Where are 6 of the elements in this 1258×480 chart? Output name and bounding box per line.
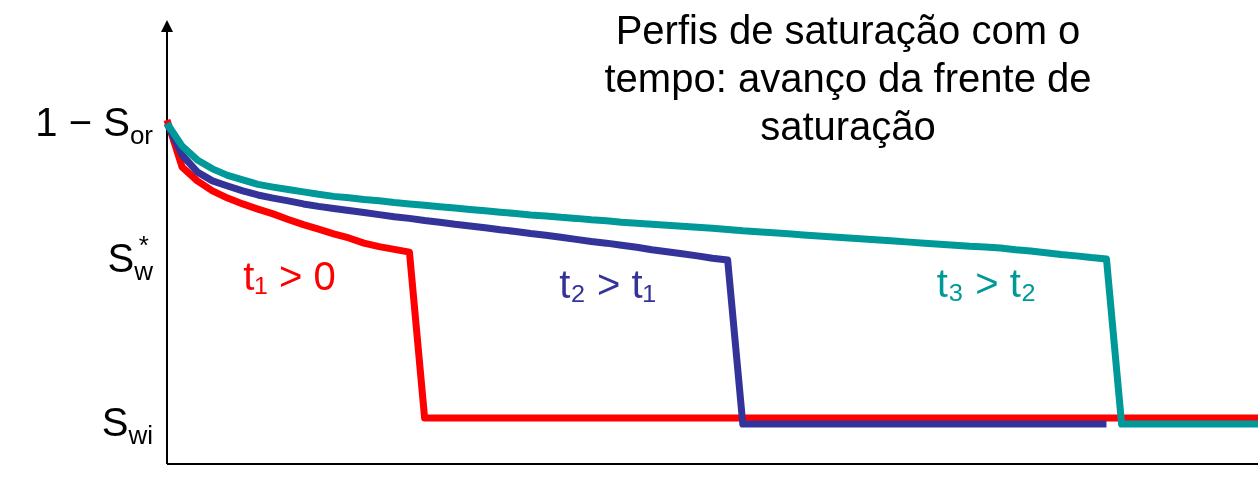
series-label: t₂ > t₁ — [559, 262, 657, 307]
text: S$_{wi}$ — [101, 400, 153, 450]
series-label: t₁ > 0 — [243, 254, 336, 299]
chart-title: Perfis de saturação com o tempo: avanço da frente de saturação — [604, 8, 1092, 148]
text: 1 − S$_{or}$ — [35, 100, 154, 150]
series-label: t₃ > t₂ — [936, 260, 1037, 305]
